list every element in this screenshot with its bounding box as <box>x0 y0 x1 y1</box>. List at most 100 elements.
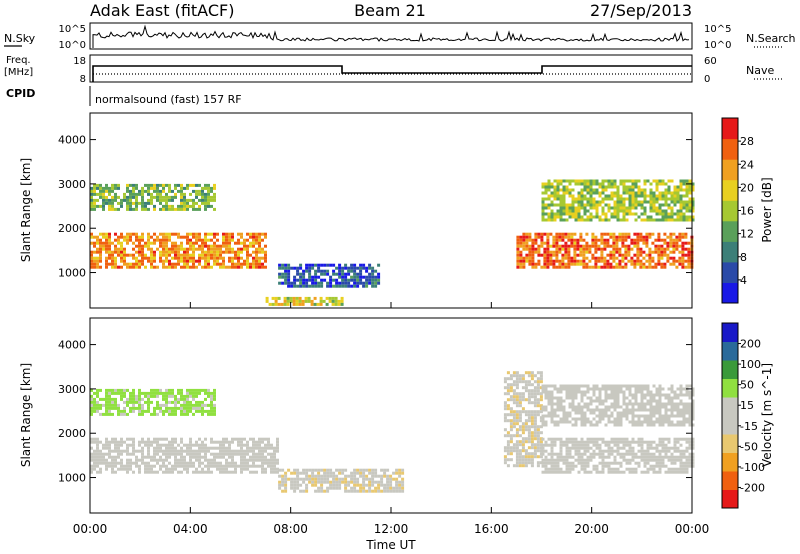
echo-cell <box>509 422 513 426</box>
echo-cell <box>189 455 192 459</box>
echo-cell <box>186 400 189 404</box>
echo-cell <box>207 195 210 199</box>
echo-cell <box>610 396 614 400</box>
echo-cell <box>216 244 219 248</box>
echo-cell <box>317 471 321 475</box>
echo-cell <box>691 387 695 391</box>
echo-cell <box>225 235 228 239</box>
echo-cell <box>150 256 153 260</box>
echo-cell <box>198 470 201 474</box>
echo-cell <box>141 455 144 459</box>
echo-cell <box>654 250 658 254</box>
echo-cell <box>243 452 246 456</box>
echo-cell <box>344 477 348 481</box>
echo-cell <box>129 458 132 462</box>
echo-cell <box>609 253 613 257</box>
echo-cell <box>90 400 93 404</box>
echo-cell <box>135 461 138 465</box>
echo-cell <box>213 247 216 251</box>
echo-cell <box>264 446 267 450</box>
echo-cell <box>631 185 635 189</box>
echo-cell <box>633 262 637 266</box>
echo-cell <box>582 262 586 266</box>
echo-cell <box>622 203 626 207</box>
echo-cell <box>544 455 548 459</box>
echo-cell <box>180 412 183 416</box>
echo-cell <box>574 417 578 421</box>
echo-cell <box>540 244 544 248</box>
echo-cell <box>673 203 677 207</box>
power-colorbar-label: Power [dB] <box>760 177 774 242</box>
echo-cell <box>655 402 659 406</box>
echo-cell <box>589 212 593 216</box>
echo-cell <box>592 384 596 388</box>
echo-cell <box>533 380 537 384</box>
echo-cell <box>685 470 689 474</box>
echo-cell <box>592 452 596 456</box>
echo-cell <box>240 455 243 459</box>
echo-cell <box>509 458 513 462</box>
echo-cell <box>613 405 617 409</box>
echo-cell <box>141 409 144 413</box>
echo-cell <box>564 232 568 236</box>
echo-cell <box>213 244 216 248</box>
echo-cell <box>302 269 306 273</box>
echo-cell <box>201 265 204 269</box>
echo-cell <box>153 388 156 392</box>
echo-cell <box>628 467 632 471</box>
echo-cell <box>645 244 649 248</box>
echo-cell <box>195 409 198 413</box>
echo-cell <box>559 402 563 406</box>
echo-cell <box>640 384 644 388</box>
echo-cell <box>225 446 228 450</box>
echo-cell <box>240 467 243 471</box>
echo-cell <box>153 458 156 462</box>
echo-cell <box>631 420 635 424</box>
echo-region <box>90 388 216 416</box>
echo-cell <box>533 395 537 399</box>
echo-cell <box>165 192 168 196</box>
echo-cell <box>598 452 602 456</box>
echo-cell <box>685 200 689 204</box>
echo-cell <box>652 209 656 213</box>
echo-cell <box>565 188 569 192</box>
echo-cell <box>165 183 168 187</box>
echo-cell <box>673 194 677 198</box>
echo-cell <box>204 232 207 236</box>
echo-cell <box>186 232 189 236</box>
echo-cell <box>183 403 186 407</box>
echo-cell <box>210 232 213 236</box>
echo-cell <box>556 212 560 216</box>
echo-cell <box>276 458 279 462</box>
cpid-label: CPID <box>6 87 35 100</box>
echo-cell <box>174 256 177 260</box>
echo-cell <box>189 406 192 410</box>
echo-cell <box>543 259 547 263</box>
echo-cell <box>171 470 174 474</box>
echo-cell <box>527 455 531 459</box>
echo-cell <box>530 440 534 444</box>
echo-cell <box>234 449 237 453</box>
echo-cell <box>601 191 605 195</box>
echo-cell <box>195 440 198 444</box>
echo-cell <box>228 455 231 459</box>
echo-cell <box>613 423 617 427</box>
echo-cell <box>177 443 180 447</box>
echo-cell <box>652 194 656 198</box>
echo-cell <box>676 470 680 474</box>
echo-cell <box>678 244 682 248</box>
echo-cell <box>649 396 653 400</box>
echo-cell <box>353 471 357 475</box>
echo-cell <box>264 443 267 447</box>
echo-cell <box>657 235 661 239</box>
echo-cell <box>383 471 387 475</box>
echo-cell <box>610 470 614 474</box>
echo-cell <box>580 440 584 444</box>
echo-cell <box>506 389 510 393</box>
velocity-ylabel: Slant Range [km] <box>19 363 33 467</box>
echo-cell <box>105 247 108 251</box>
echo-cell <box>684 259 688 263</box>
echo-cell <box>682 414 686 418</box>
echo-cell <box>246 458 249 462</box>
